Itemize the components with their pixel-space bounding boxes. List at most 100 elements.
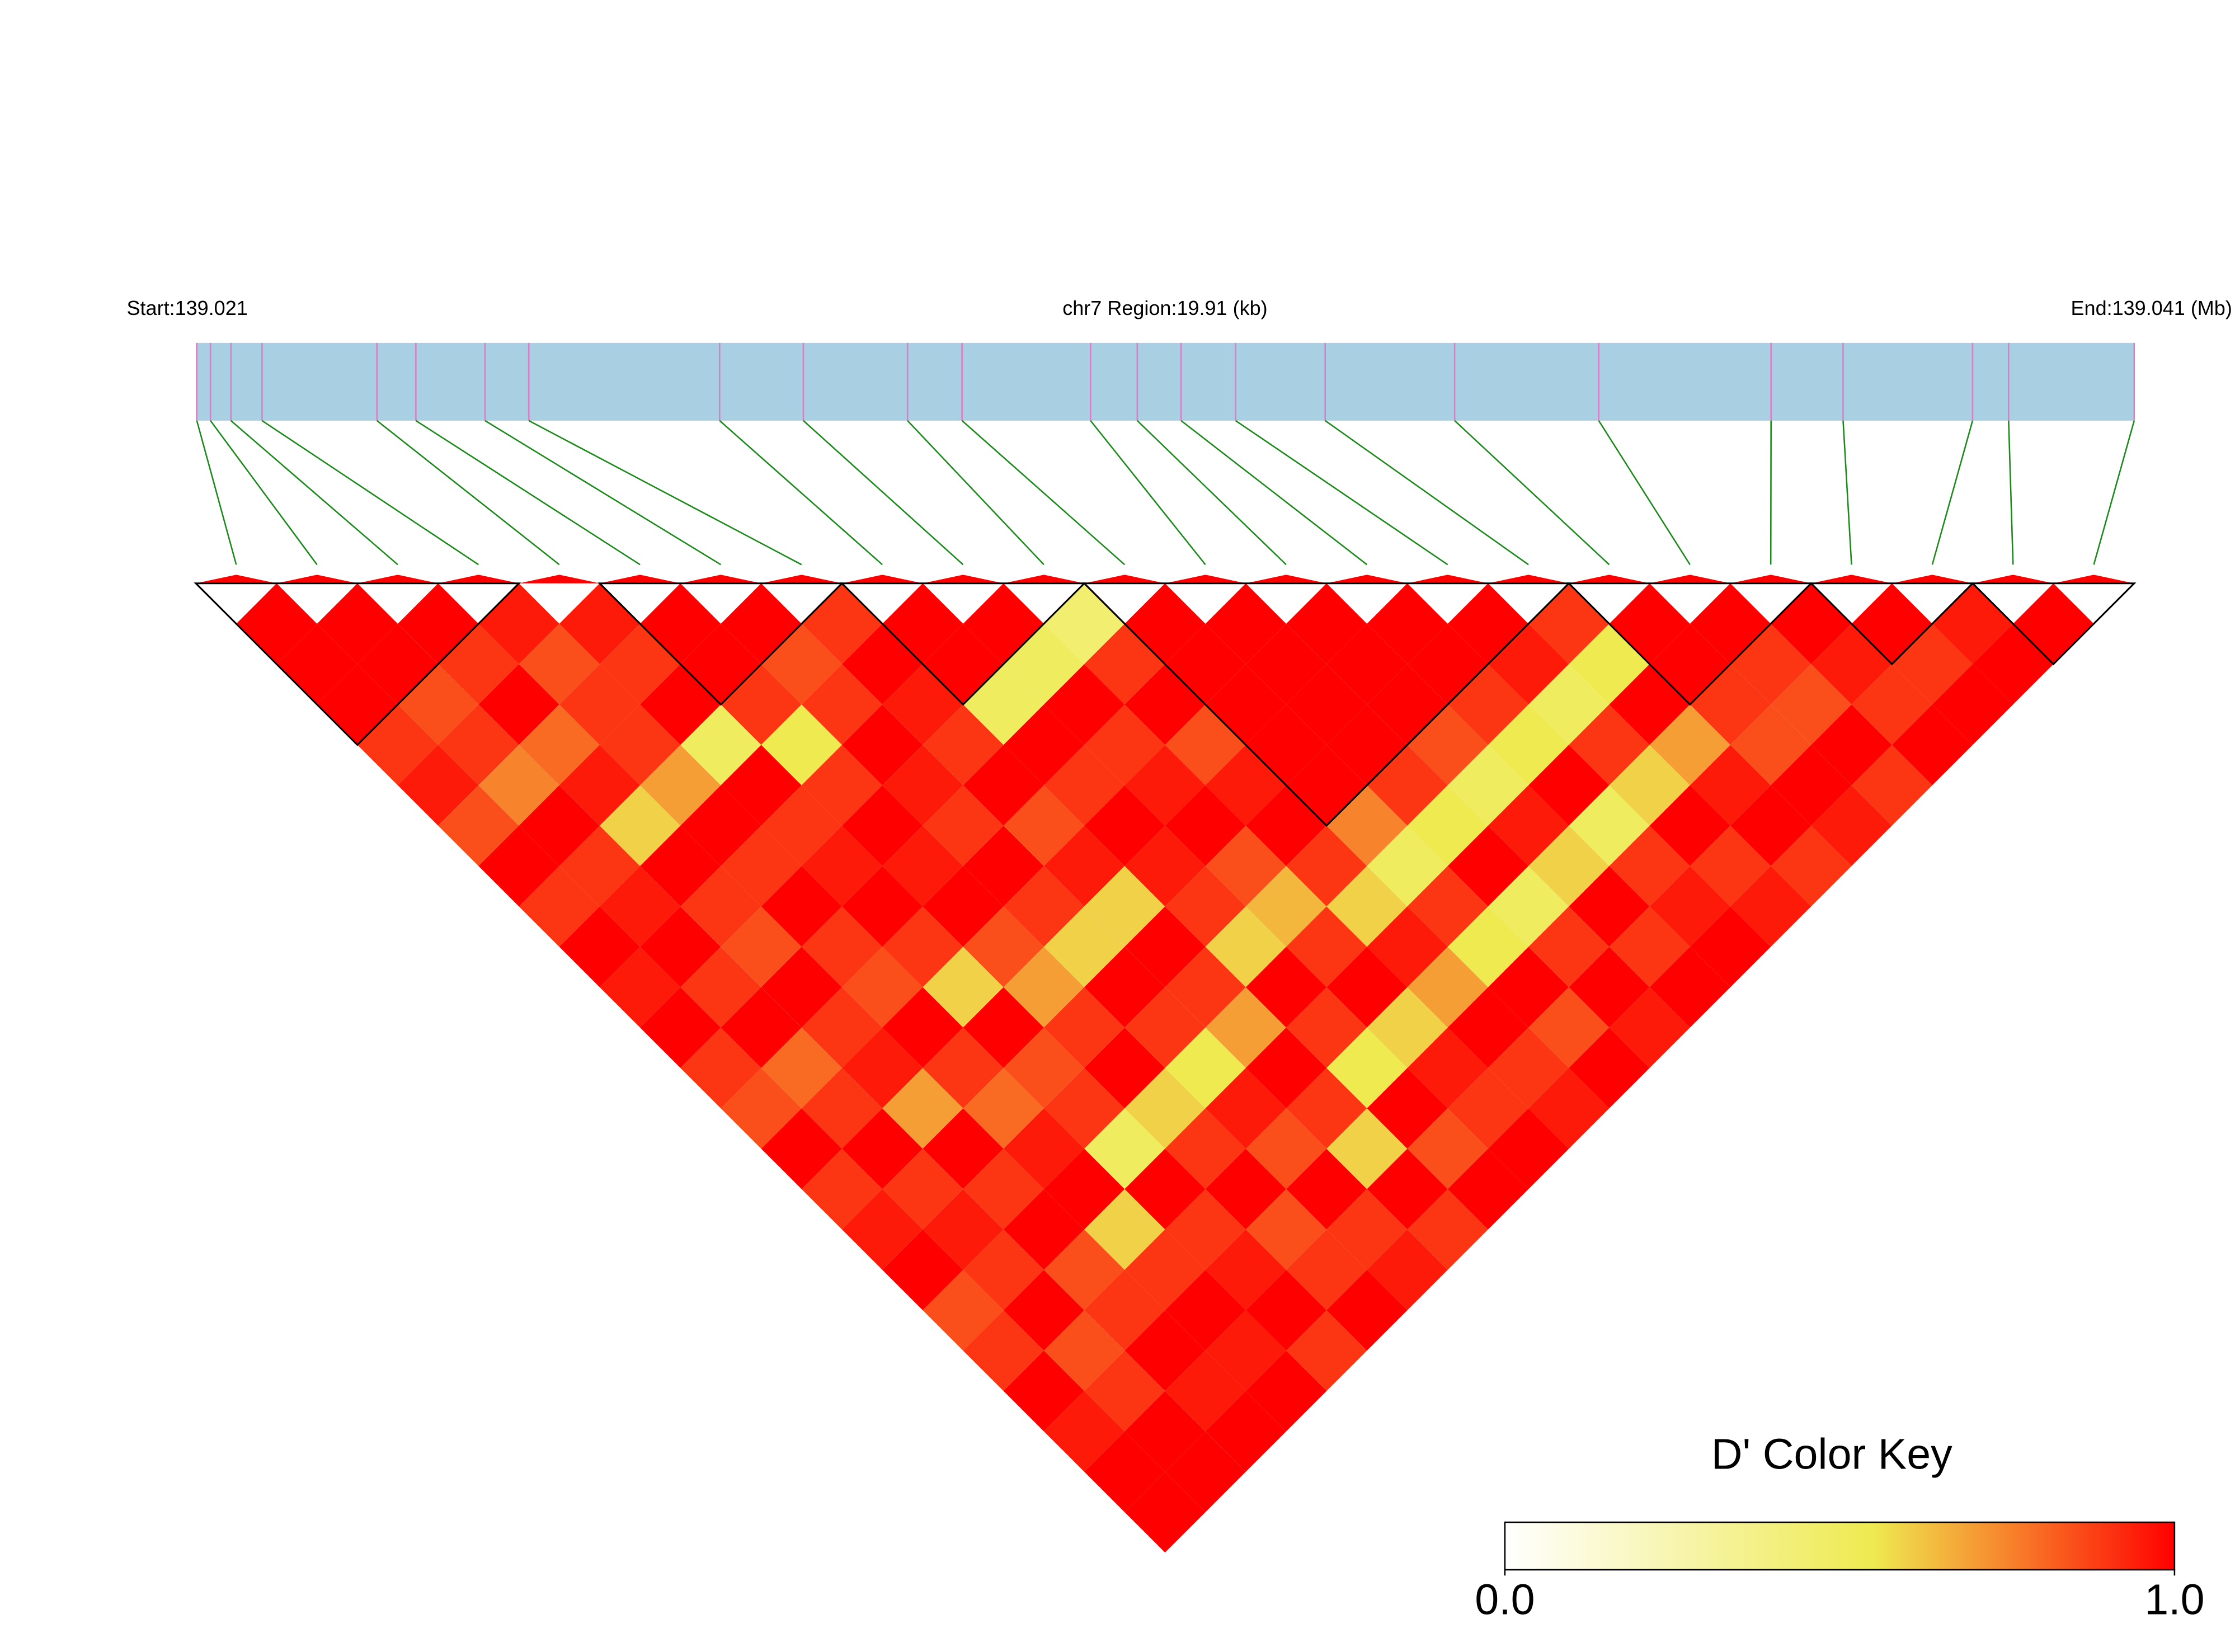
ld-cell <box>1205 1149 1286 1230</box>
ld-cell <box>1124 1067 1206 1149</box>
snp-marker <box>1730 575 1811 583</box>
ld-cell <box>963 745 1044 826</box>
ld-cell <box>761 704 842 785</box>
ld-cell <box>1730 866 1811 947</box>
ld-cell <box>882 906 963 987</box>
ld-cell <box>1569 947 1650 1028</box>
snp-marker <box>519 575 600 583</box>
ld-cell <box>599 866 681 947</box>
snp-connector <box>415 420 641 566</box>
snp-marker <box>1084 575 1165 583</box>
ld-cell <box>680 785 761 867</box>
ld-cell <box>1043 1229 1125 1311</box>
ld-cell <box>923 623 1004 705</box>
ld-cell <box>963 825 1044 907</box>
ld-cell <box>1165 623 1246 705</box>
ld-cell <box>1084 947 1165 1028</box>
snp-connector <box>376 420 560 566</box>
snp-connector <box>196 420 237 565</box>
ld-cell <box>1205 987 1286 1068</box>
snp-marker <box>276 575 357 583</box>
ld-cell <box>963 987 1044 1068</box>
ld-cell <box>1043 906 1125 987</box>
ld-block <box>1082 582 1571 827</box>
snp-marker <box>2053 575 2134 583</box>
snp-marker <box>761 575 842 583</box>
ld-cell <box>1447 987 1529 1068</box>
ld-cell <box>1811 785 1892 867</box>
ld-cell <box>1003 623 1085 705</box>
ld-cell <box>841 1189 923 1270</box>
ld-cell <box>1043 1391 1125 1472</box>
colorkey-title: D' Color Key <box>1711 1430 1952 1479</box>
ld-cell <box>1649 947 1730 1028</box>
ld-cell <box>519 785 600 867</box>
ld-cell <box>1205 1229 1286 1311</box>
ld-cell <box>1367 1149 1448 1230</box>
ld-cell <box>1124 825 1206 907</box>
ld-cell <box>963 1229 1044 1311</box>
ld-block <box>1809 582 1975 666</box>
ld-cell <box>1286 906 1367 987</box>
ld-cell <box>1569 866 1650 947</box>
ld-cell <box>841 947 923 1028</box>
snp-connector <box>907 420 1044 566</box>
snp-connector <box>961 420 1126 566</box>
ld-cell <box>841 623 923 705</box>
ld-cell <box>1367 664 1448 745</box>
ld-cell <box>1245 1350 1327 1432</box>
snp-marker <box>680 575 761 583</box>
snp-connector <box>484 420 722 566</box>
snp-connector <box>1235 420 1448 566</box>
ld-cell <box>841 785 923 867</box>
ld-cell <box>1730 785 1811 867</box>
ld-cell <box>1690 825 1771 907</box>
ld-cell <box>1084 866 1165 947</box>
ld-cell <box>1730 623 1811 705</box>
ld-cell <box>1003 1350 1085 1432</box>
snp-connector <box>1180 420 1368 566</box>
ld-cell <box>1367 1229 1448 1311</box>
ld-cell <box>478 745 559 826</box>
ld-cell <box>841 1027 923 1109</box>
ld-cell <box>1851 664 1932 745</box>
ld-cell <box>1165 1108 1246 1189</box>
ld-cell <box>1447 825 1529 907</box>
ld-cell <box>1367 825 1448 907</box>
end-label: End:139.041 (Mb) <box>2071 296 2232 319</box>
ld-cell <box>559 825 641 907</box>
ld-cell <box>1407 704 1488 785</box>
ld-cell <box>680 1027 761 1109</box>
ld-cell <box>397 745 479 826</box>
snp-connector <box>1324 420 1529 566</box>
snp-marker <box>1811 575 1892 583</box>
ld-cell <box>1205 745 1286 826</box>
ld-cell <box>1165 1350 1246 1432</box>
ld-cell <box>923 785 1004 867</box>
ld-cell <box>640 906 721 987</box>
snp-connector <box>261 420 479 566</box>
snp-marker <box>1973 575 2054 583</box>
ld-cell <box>1165 1431 1246 1512</box>
ld-cell <box>801 906 883 987</box>
ld-cell <box>1367 583 1448 665</box>
ld-cell <box>1205 825 1286 907</box>
ld-cell <box>438 623 519 705</box>
ld-cell <box>559 745 641 826</box>
snp-connector <box>1931 420 1974 565</box>
ld-cell <box>923 1027 1004 1109</box>
ld-cell <box>1245 947 1327 1028</box>
ld-cell <box>761 1108 842 1189</box>
ld-cell <box>1084 1350 1165 1432</box>
snp-marker <box>599 575 681 583</box>
ld-cell <box>1367 1067 1448 1149</box>
ld-cell <box>1569 704 1650 785</box>
ld-cell <box>1205 1391 1286 1472</box>
ld-cell <box>1003 1269 1085 1351</box>
snp-marker <box>841 575 923 583</box>
ld-cell <box>276 623 357 705</box>
ld-cell <box>1165 1269 1246 1351</box>
snp-connector <box>1842 420 1852 565</box>
snp-marker <box>1649 575 1730 583</box>
